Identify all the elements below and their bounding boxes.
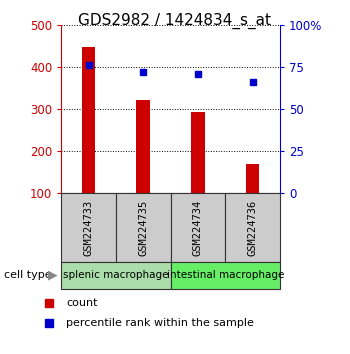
Text: percentile rank within the sample: percentile rank within the sample: [66, 318, 254, 328]
Bar: [82, 47, 96, 193]
Bar: [171, 262, 280, 289]
Bar: [191, 112, 205, 193]
Text: GSM224735: GSM224735: [138, 199, 148, 256]
Text: ▶: ▶: [48, 269, 57, 282]
Text: GSM224733: GSM224733: [84, 199, 93, 256]
Bar: [116, 193, 171, 262]
Bar: [136, 99, 150, 193]
Bar: [225, 193, 280, 262]
Text: count: count: [66, 298, 98, 308]
Text: GSM224734: GSM224734: [193, 199, 203, 256]
Text: GSM224736: GSM224736: [248, 199, 258, 256]
Bar: [61, 262, 171, 289]
Text: cell type: cell type: [4, 270, 51, 280]
Text: GDS2982 / 1424834_s_at: GDS2982 / 1424834_s_at: [78, 12, 272, 29]
Bar: [246, 164, 259, 193]
Text: splenic macrophage: splenic macrophage: [63, 270, 169, 280]
Text: intestinal macrophage: intestinal macrophage: [167, 270, 284, 280]
Bar: [171, 193, 225, 262]
Bar: [61, 193, 116, 262]
